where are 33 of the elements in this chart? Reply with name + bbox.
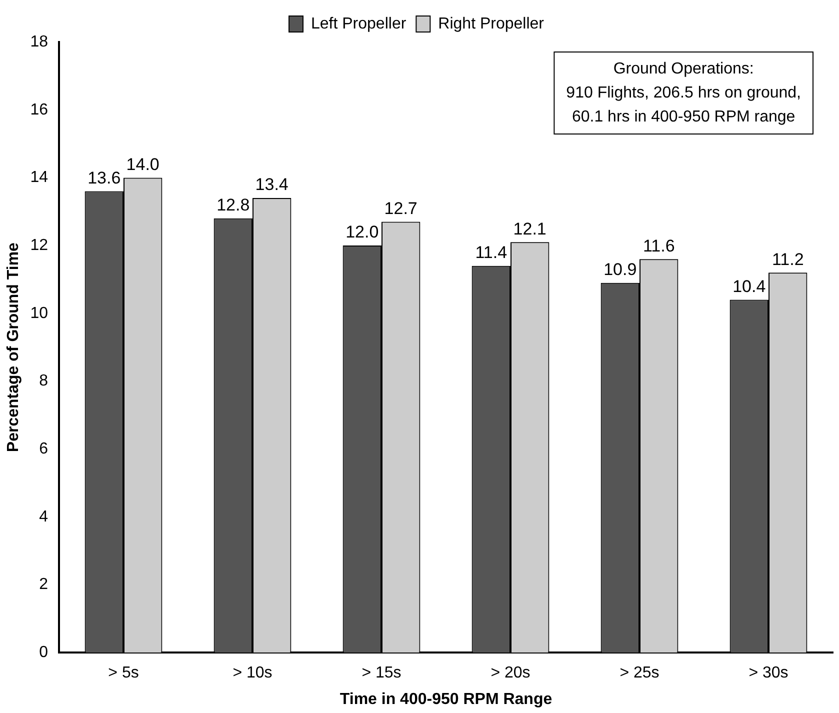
data-label: 11.6 — [642, 236, 675, 256]
data-label: 12.7 — [384, 198, 418, 218]
x-tick-label: > 10s — [232, 664, 272, 682]
data-label: 10.4 — [732, 276, 766, 296]
x-tick-label: > 30s — [748, 664, 788, 682]
data-label: 14.0 — [126, 154, 160, 174]
legend-label: Left Propeller — [311, 15, 407, 32]
x-tick-label: > 15s — [362, 664, 402, 682]
y-tick-label: 12 — [30, 236, 48, 254]
y-tick-label: 18 — [30, 33, 48, 50]
data-label: 11.4 — [475, 243, 508, 262]
y-tick-label: 0 — [39, 644, 48, 662]
y-tick-label: 6 — [39, 440, 48, 458]
annotation: Ground Operations: 910 Flights, 206.5 hrs on ground, 60.1 hrs in 400-950 RPM range — [566, 60, 802, 126]
data-label: 13.6 — [88, 168, 121, 188]
data-label: 12.1 — [513, 219, 546, 238]
x-axis-title: Time in 400-950 RPM Range — [340, 690, 552, 708]
data-label: 11.2 — [772, 250, 804, 269]
y-tick-label: 4 — [39, 508, 48, 526]
data-label: 10.9 — [604, 260, 637, 280]
y-tick-label: 10 — [30, 304, 48, 322]
y-tick-label: 8 — [39, 372, 48, 390]
x-tick-label: > 20s — [490, 664, 530, 682]
y-tick-label: 14 — [30, 169, 48, 186]
x-tick-label: > 5s — [108, 664, 139, 682]
y-tick-label: 16 — [30, 101, 48, 118]
legend-label: Right Propeller — [438, 15, 545, 32]
y-tick-label: 2 — [39, 576, 48, 594]
data-label: 12.0 — [346, 222, 379, 242]
x-tick-label: > 25s — [620, 664, 660, 682]
data-label: 13.4 — [255, 175, 288, 194]
y-axis-title: Percentage of Ground Time — [5, 242, 22, 452]
data-label: 12.8 — [216, 196, 250, 215]
